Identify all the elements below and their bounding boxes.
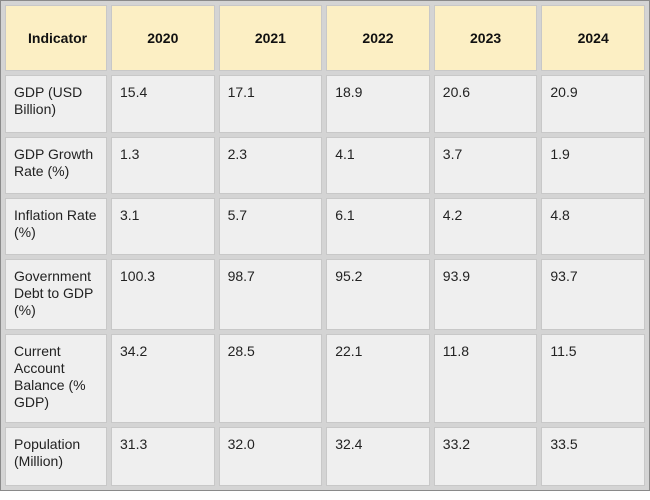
data-cell: 20.9 [541, 75, 645, 133]
data-cell: 18.9 [326, 75, 430, 133]
table-row: Current Account Balance (% GDP) 34.2 28.5 2… [5, 334, 645, 423]
table-row: GDP (USD Billion) 15.4 17.1 18.9 20.6 20.9 [5, 75, 645, 133]
data-cell: 5.7 [218, 198, 323, 255]
data-cell: 32.4 [326, 427, 430, 486]
table-body: GDP (USD Billion) 15.4 17.1 18.9 20.6 20.9 GDP… [5, 75, 645, 486]
data-cell: 33.2 [433, 427, 538, 486]
data-cell: 1.9 [541, 137, 645, 194]
row-label: GDP (USD Billion) [5, 75, 107, 133]
row-label: Population (Million) [5, 427, 107, 486]
data-cell: 15.4 [111, 75, 215, 133]
header-cell: 2024 [541, 5, 645, 71]
data-cell: 11.8 [433, 334, 538, 423]
data-cell: 28.5 [218, 334, 323, 423]
row-label: GDP Growth Rate (%) [5, 137, 107, 194]
data-cell: 1.3 [111, 137, 215, 194]
row-label: Inflation Rate (%) [5, 198, 107, 255]
row-label: Current Account Balance (% GDP) [5, 334, 107, 423]
data-cell: 95.2 [326, 259, 430, 330]
data-cell: 17.1 [218, 75, 323, 133]
header-cell: Indicator [5, 5, 107, 71]
data-cell: 33.5 [541, 427, 645, 486]
data-cell: 4.2 [433, 198, 538, 255]
data-cell: 20.6 [433, 75, 538, 133]
data-cell: 4.8 [541, 198, 645, 255]
data-cell: 4.1 [326, 137, 430, 194]
data-cell: 34.2 [111, 334, 215, 423]
header-cell: 2020 [111, 5, 215, 71]
data-cell: 3.1 [111, 198, 215, 255]
data-cell: 22.1 [326, 334, 430, 423]
table-row: Inflation Rate (%) 3.1 5.7 6.1 4.2 4.8 [5, 198, 645, 255]
data-cell: 100.3 [111, 259, 215, 330]
header-cell: 2021 [218, 5, 323, 71]
data-cell: 93.7 [541, 259, 645, 330]
header-cell: 2023 [433, 5, 538, 71]
data-cell: 11.5 [541, 334, 645, 423]
data-cell: 3.7 [433, 137, 538, 194]
data-cell: 93.9 [433, 259, 538, 330]
header-cell: 2022 [326, 5, 430, 71]
data-cell: 6.1 [326, 198, 430, 255]
table-row: GDP Growth Rate (%) 1.3 2.3 4.1 3.7 1.9 [5, 137, 645, 194]
data-cell: 31.3 [111, 427, 215, 486]
data-cell: 32.0 [218, 427, 323, 486]
data-cell: 98.7 [218, 259, 323, 330]
data-cell: 2.3 [218, 137, 323, 194]
header-row: Indicator 2020 2021 2022 2023 2024 [5, 5, 645, 71]
table-row: Government Debt to GDP (%) 100.3 98.7 95.2 9… [5, 259, 645, 330]
table-row: Population (Million) 31.3 32.0 32.4 33.2 33.5 [5, 427, 645, 486]
row-label: Government Debt to GDP (%) [5, 259, 107, 330]
